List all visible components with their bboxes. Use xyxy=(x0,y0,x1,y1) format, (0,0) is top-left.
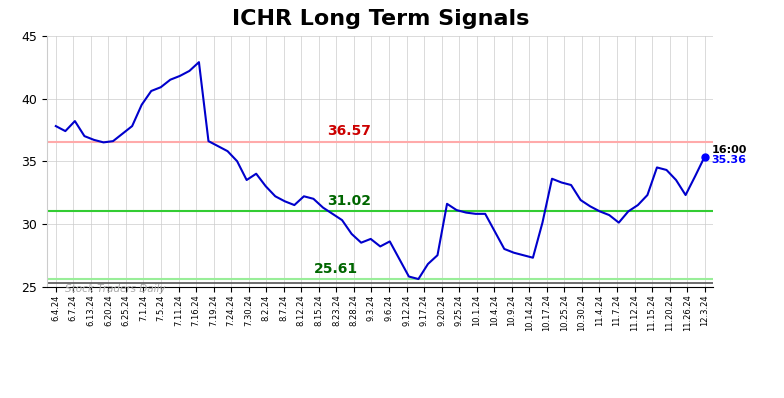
Text: 25.61: 25.61 xyxy=(314,262,358,276)
Text: 31.02: 31.02 xyxy=(327,194,371,208)
Text: 35.36: 35.36 xyxy=(712,156,746,166)
Title: ICHR Long Term Signals: ICHR Long Term Signals xyxy=(231,9,529,29)
Text: Stock Traders Daily: Stock Traders Daily xyxy=(64,284,165,294)
Text: 16:00: 16:00 xyxy=(712,145,747,155)
Text: 36.57: 36.57 xyxy=(327,124,371,139)
